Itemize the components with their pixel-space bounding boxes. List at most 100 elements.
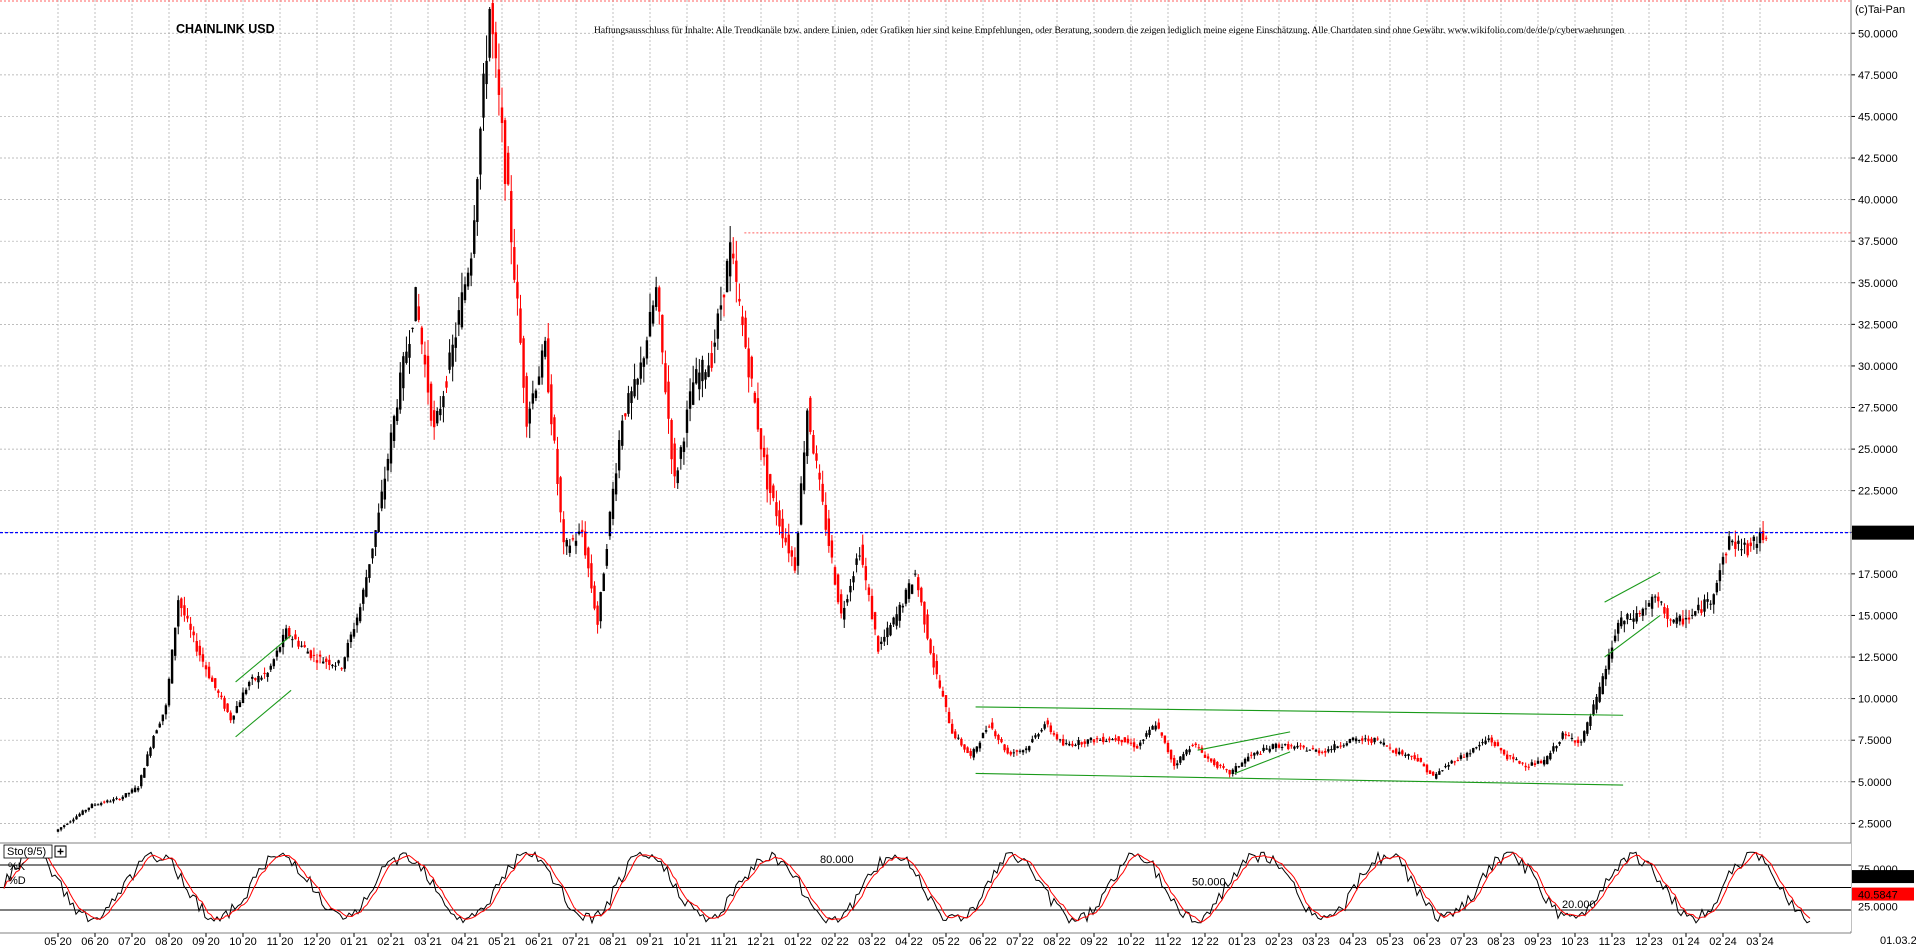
candle-body-331 [1077, 740, 1080, 746]
candle-body-494 [1579, 741, 1583, 743]
candle-body-490 [1567, 734, 1571, 737]
candle-body-138 [482, 73, 485, 118]
candle-body-86 [321, 661, 325, 664]
candle-body-325 [1058, 739, 1062, 741]
candle-body-18 [112, 799, 115, 802]
candle-body-475 [1521, 762, 1524, 764]
candle-body-444 [1425, 764, 1429, 773]
candle-body-197 [664, 363, 667, 393]
candle-body-88 [328, 659, 331, 665]
candle-body-374 [1209, 758, 1213, 762]
stochastic-lines [3, 850, 1811, 925]
candle-body-209 [701, 359, 704, 382]
candle-body-416 [1339, 745, 1342, 747]
candle-body-210 [704, 372, 707, 380]
candle-body-304 [994, 731, 997, 737]
candle-body-479 [1533, 763, 1537, 766]
candle-body-104 [377, 512, 380, 532]
candle-body-367 [1188, 749, 1191, 753]
candle-body-379 [1225, 769, 1228, 771]
candle-body-283 [929, 639, 932, 654]
candle-body-151 [522, 338, 525, 388]
candle-body-491 [1570, 737, 1574, 739]
candle-body-161 [553, 417, 556, 441]
candle-body-198 [667, 381, 670, 419]
candle-body-451 [1447, 764, 1450, 767]
candle-body-329 [1071, 743, 1074, 746]
candle-body-388 [1253, 752, 1256, 756]
candle-body-187 [633, 379, 636, 397]
candle-body-182 [617, 440, 621, 471]
plus-box-icon[interactable] [54, 845, 67, 858]
x-tick-label-42: 11 23 [1599, 936, 1626, 948]
x-tick-label-13: 06 21 [525, 936, 553, 948]
candle-body-399 [1287, 744, 1290, 750]
candle-body-300 [981, 732, 985, 739]
candle-body-319 [1040, 729, 1043, 732]
candle-body-315 [1028, 746, 1031, 751]
candle-body-461 [1478, 744, 1481, 747]
x-tick-label-28: 09 22 [1080, 936, 1108, 948]
candle-body-51 [214, 678, 217, 688]
candle-body-17 [109, 801, 112, 803]
candle-body-346 [1123, 737, 1127, 743]
x-tick-label-2: 07 20 [118, 936, 146, 948]
candle-body-544 [1734, 541, 1737, 550]
candle-body-323 [1052, 733, 1056, 735]
candle-body-483 [1546, 756, 1549, 765]
x-tick-label-9: 02 21 [377, 936, 405, 948]
candle-body-550 [1752, 536, 1756, 542]
candle-body-390 [1259, 753, 1262, 755]
candle-body-16 [106, 800, 109, 803]
candle-body-478 [1530, 762, 1534, 766]
candle-body-32 [155, 730, 158, 734]
candle-body-226 [753, 392, 757, 403]
y-tick-label-15: 40.0000 [1858, 195, 1898, 207]
candle-body-42 [186, 615, 189, 619]
candle-body-244 [809, 397, 812, 432]
candle-body-393 [1268, 748, 1271, 752]
candle-body-125 [442, 396, 445, 408]
candle-body-268 [883, 636, 886, 642]
candle-body-511 [1632, 618, 1635, 622]
candle-body-409 [1317, 750, 1321, 754]
candle-body-223 [744, 317, 747, 348]
candle-body-153 [528, 408, 531, 424]
candle-body-27 [140, 775, 143, 787]
candle-body-166 [568, 545, 572, 553]
candle-body-335 [1089, 737, 1093, 741]
x-tick-label-31: 12 22 [1191, 936, 1219, 948]
candle-body-243 [806, 410, 809, 457]
candle-body-441 [1416, 757, 1419, 762]
candle-body-437 [1404, 754, 1407, 756]
candle-body-236 [784, 537, 787, 543]
k-value-text: 63.9003 [1858, 872, 1898, 884]
x-tick-label-1: 06 20 [81, 936, 109, 948]
candle-body-40 [180, 598, 183, 609]
main-price-panel[interactable] [0, 0, 1851, 840]
candle-body-394 [1271, 744, 1275, 750]
candle-body-98 [358, 607, 362, 622]
candle-body-545 [1737, 540, 1740, 544]
candle-body-120 [426, 355, 430, 393]
candle-body-199 [670, 420, 673, 460]
candle-body-171 [584, 531, 587, 556]
candle-body-95 [349, 634, 353, 643]
candle-body-57 [232, 715, 235, 720]
candle-body-454 [1456, 759, 1460, 761]
candle-body-54 [223, 697, 226, 709]
candle-body-378 [1222, 766, 1225, 768]
candle-body-464 [1487, 738, 1490, 741]
candle-body-251 [830, 540, 834, 558]
y-tick-label-0: 2.5000 [1858, 818, 1892, 830]
candle-body-391 [1262, 747, 1265, 752]
candle-body-131 [460, 292, 464, 328]
candle-body-154 [531, 393, 535, 404]
candle-body-9 [84, 809, 87, 812]
candle-body-111 [399, 372, 402, 410]
candle-body-35 [164, 705, 168, 715]
candle-body-445 [1428, 770, 1432, 774]
candle-body-489 [1564, 733, 1567, 736]
candle-body-417 [1342, 745, 1345, 747]
